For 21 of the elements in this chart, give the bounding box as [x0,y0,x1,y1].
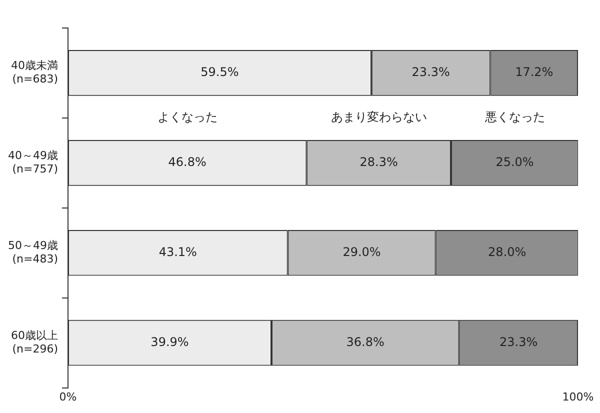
data-label: 17.2% [515,65,554,80]
data-label: 28.0% [488,245,526,259]
data-label: 43.1% [158,245,197,259]
data-label: 28.3% [360,155,398,170]
y-tick-label: 50～49歳 (n=483) [8,239,58,266]
data-label: 59.5% [200,65,239,80]
data-label: 36.8% [346,334,384,349]
x-tick-label: 0% [59,390,77,404]
data-label: 25.0% [496,155,534,170]
data-label: 23.3% [500,334,538,349]
series-label: あまり変わらない [330,110,427,124]
series-label: よくなった [157,110,218,124]
data-label: 39.9% [150,334,189,349]
data-label: 23.3% [412,65,450,80]
data-label: 46.8% [168,155,206,170]
data-label: 29.0% [342,245,381,259]
y-tick-label: 60歳以上 (n=296) [10,329,58,356]
y-tick-label: 40～49歳 (n=757) [8,149,58,176]
series-label: 悪くなった [484,110,545,124]
x-tick-label: 100% [562,390,594,404]
y-tick-label: 40歳未満 (n=683) [10,59,58,86]
